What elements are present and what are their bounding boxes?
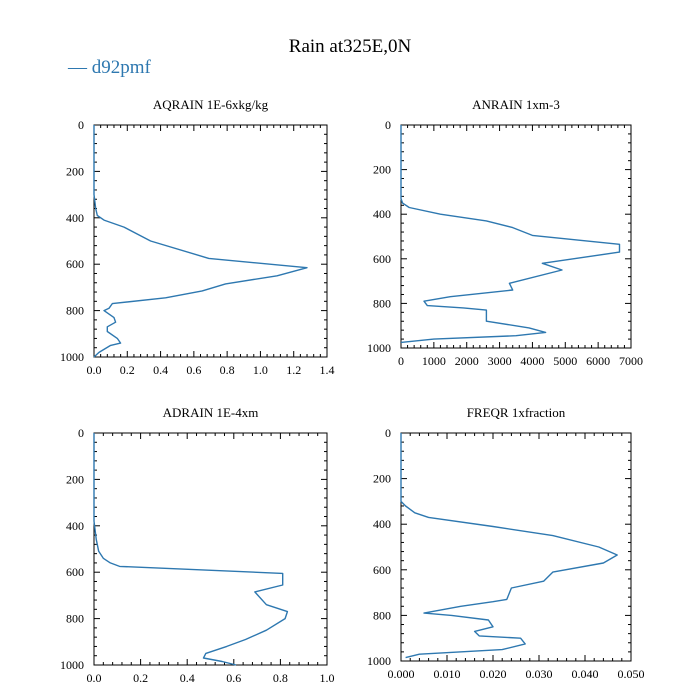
panel-3-ytick-label: 400: [66, 519, 84, 533]
panel-3-ytick-label: 800: [66, 612, 84, 626]
panel-3-ytick-label: 0: [78, 426, 84, 440]
panel-1-ytick-label: 800: [66, 304, 84, 318]
panel-4-frame: [400, 432, 632, 662]
panel-1-xtick-label: 0.0: [87, 363, 102, 377]
panel-1-xtick-label: 0.4: [153, 363, 168, 377]
panel-2-xtick-label: 3000: [488, 354, 512, 368]
panel-1-xtick-label: 0.2: [120, 363, 135, 377]
panel-2-xtick-label: 7000: [619, 354, 643, 368]
panel-3-xtick-label: 0.2: [133, 671, 148, 685]
panel-1-ytick-label: 200: [66, 164, 84, 178]
panel-3-xtick-label: 0.0: [87, 671, 102, 685]
panel-2-ytick-label: 600: [373, 252, 391, 266]
panel-4-ytick-label: 600: [373, 563, 391, 577]
panel-1-xtick-label: 0.8: [220, 363, 235, 377]
panel-4-xtick-label: 0.040: [572, 667, 599, 681]
panel-1-ytick-label: 400: [66, 211, 84, 225]
panel-4-series-line: [400, 433, 618, 659]
panel-4-title: FREQR 1xfraction: [467, 405, 566, 420]
panel-3-ytick-label: 200: [66, 472, 84, 486]
panel-1-ytick-label: 600: [66, 257, 84, 271]
panel-4-xtick-label: 0.030: [526, 667, 553, 681]
panel-4-ytick-label: 400: [373, 517, 391, 531]
panel-4-xtick-label: 0.020: [480, 667, 507, 681]
panel-1-title: AQRAIN 1E-6xkg/kg: [153, 97, 269, 112]
panel-2-xtick-label: 5000: [553, 354, 577, 368]
panel-4-xtick-label: 0.010: [434, 667, 461, 681]
panel-3-ytick-label: 600: [66, 565, 84, 579]
panel-4-ytick-label: 0: [385, 426, 391, 440]
panel-1-xtick-label: 1.2: [286, 363, 301, 377]
panel-2-xtick-label: 2000: [455, 354, 479, 368]
panel-1-ytick-label: 0: [78, 118, 84, 132]
panel-1-xtick-label: 0.6: [186, 363, 201, 377]
panel-2-xtick-label: 1000: [422, 354, 446, 368]
panel-1-series-line: [93, 125, 308, 358]
panel-3-xtick-label: 0.4: [180, 671, 195, 685]
panel-3-xtick-label: 0.8: [273, 671, 288, 685]
panel-2-ytick-label: 1000: [367, 341, 391, 355]
panel-1-xtick-label: 1.4: [320, 363, 335, 377]
panel-1-ytick-label: 1000: [60, 350, 84, 364]
panel-1-frame: [93, 124, 328, 358]
figure-title: Rain at325E,0N: [288, 36, 412, 57]
panel-3-title: ADRAIN 1E-4xm: [163, 405, 259, 420]
panel-3-ytick-label: 1000: [60, 658, 84, 672]
panel-2-ytick-label: 400: [373, 207, 391, 221]
panel-3-frame: [93, 432, 328, 666]
legend-entry: — d92pmf: [68, 57, 151, 78]
panel-2-title: ANRAIN 1xm-3: [472, 97, 560, 112]
panel-4-xtick-label: 0.000: [388, 667, 415, 681]
panel-1-xtick-label: 1.0: [253, 363, 268, 377]
panel-4-ytick-label: 800: [373, 608, 391, 622]
panel-4-ytick-label: 200: [373, 472, 391, 486]
panel-2-series-line: [400, 125, 621, 344]
panel-4-xtick-label: 0.050: [618, 667, 645, 681]
panel-2-ytick-label: 800: [373, 296, 391, 310]
panel-3-xtick-label: 0.6: [226, 671, 241, 685]
panel-2-ytick-label: 200: [373, 163, 391, 177]
panel-2-ytick-label: 0: [385, 118, 391, 132]
panel-4-ytick-label: 1000: [367, 654, 391, 668]
panel-2-frame: [400, 124, 632, 349]
panel-3-xtick-label: 1.0: [320, 671, 335, 685]
panel-2-xtick-label: 6000: [586, 354, 610, 368]
panel-2-xtick-label: 0: [398, 354, 404, 368]
panel-3-series-line: [93, 433, 289, 666]
panel-2-xtick-label: 4000: [520, 354, 544, 368]
